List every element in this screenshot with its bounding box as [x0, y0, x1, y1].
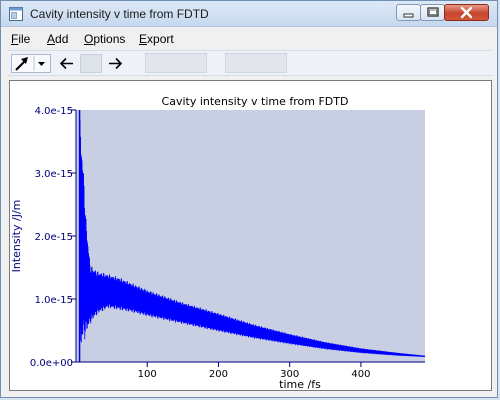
- arrow-left-icon: [59, 57, 73, 70]
- toolbar-blank-button[interactable]: [80, 54, 102, 73]
- title-bar[interactable]: Cavity intensity v time from FDTD: [1, 1, 497, 27]
- intensity-series-line: [79, 119, 426, 357]
- minimize-icon: [403, 13, 414, 18]
- window-title: Cavity intensity v time from FDTD: [30, 7, 209, 21]
- x-tick-label: 100: [138, 369, 157, 380]
- x-axis-label: time /fs: [279, 378, 321, 390]
- toolbar-field-2[interactable]: [225, 53, 287, 73]
- x-tick-label: 400: [351, 369, 370, 380]
- close-icon: [460, 6, 473, 19]
- menu-options-mnemonic: O: [84, 32, 94, 46]
- maximize-icon: [427, 7, 439, 17]
- app-icon: [9, 7, 23, 21]
- chart-title: Cavity intensity v time from FDTD: [162, 95, 349, 108]
- forward-button[interactable]: [105, 54, 125, 73]
- minimize-button[interactable]: [396, 4, 421, 21]
- intensity-chart[interactable]: Cavity intensity v time from FDTD 0.0e+0…: [10, 81, 491, 391]
- x-tick-label: 300: [280, 369, 299, 380]
- arrow-pointer-icon: [15, 56, 45, 71]
- menu-export-label: xport: [147, 32, 174, 46]
- back-button[interactable]: [57, 54, 77, 73]
- chevron-down-icon: [38, 62, 45, 66]
- y-axis-label: Intensity /J/m: [10, 200, 23, 273]
- menu-file-label: ile: [18, 32, 31, 46]
- axis-layer: 0.0e+00 1.0e-15 2.0e-15 3.0e-15 4.0e-15 100 20…: [30, 106, 425, 380]
- menu-export-mnemonic: E: [139, 32, 148, 46]
- menu-add-mnemonic: A: [47, 32, 56, 46]
- close-button[interactable]: [444, 4, 489, 21]
- maximize-button[interactable]: [420, 4, 445, 21]
- y-tick-label: 1.0e-15: [35, 295, 73, 306]
- menu-export[interactable]: Export: [139, 32, 174, 46]
- menu-bar: File Add Options Export: [7, 29, 493, 49]
- menu-file-mnemonic: F: [11, 32, 19, 46]
- y-tick-label: 4.0e-15: [35, 106, 73, 117]
- y-tick-label: 3.0e-15: [35, 169, 73, 180]
- menu-add-label: dd: [55, 32, 69, 46]
- series-layer: [78, 110, 426, 362]
- toolbar: [7, 50, 493, 76]
- plot-area: [76, 110, 425, 362]
- menu-options-label: ptions: [93, 32, 126, 46]
- toolbar-field-1[interactable]: [145, 53, 207, 73]
- x-tick-label: 200: [209, 369, 228, 380]
- menu-add[interactable]: Add: [47, 32, 68, 46]
- y-tick-label: 0.0e+00: [30, 358, 73, 369]
- arrow-right-icon: [109, 57, 123, 70]
- menu-options[interactable]: Options: [84, 32, 125, 46]
- menu-file[interactable]: File: [11, 32, 30, 46]
- pointer-tool-dropdown[interactable]: [11, 54, 51, 73]
- y-tick-label: 2.0e-15: [35, 232, 73, 243]
- plot-canvas[interactable]: Cavity intensity v time from FDTD 0.0e+0…: [9, 80, 492, 391]
